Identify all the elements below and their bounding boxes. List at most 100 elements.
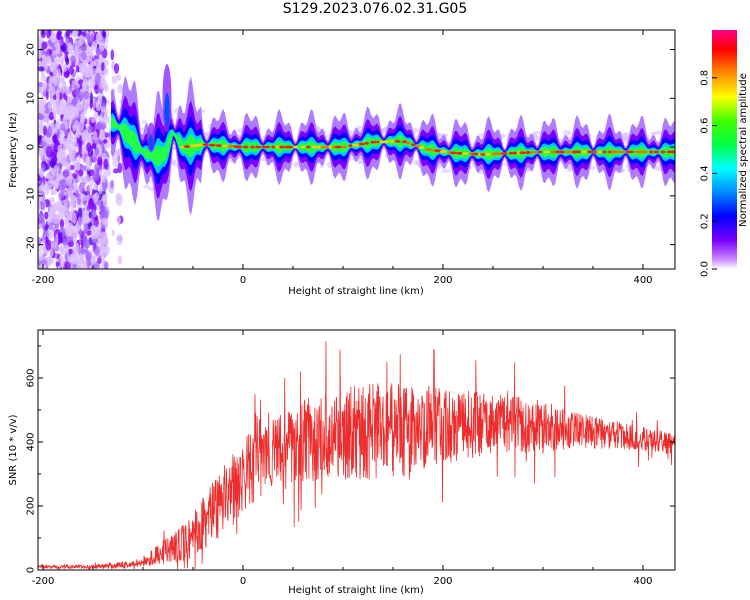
noise-blob bbox=[38, 133, 42, 143]
noise-blob bbox=[94, 245, 100, 256]
spectrogram-y-axis-label: Frequency (Hz) bbox=[8, 112, 19, 188]
y-tick-label: 400 bbox=[26, 432, 37, 451]
noise-blob bbox=[103, 158, 109, 170]
x-tick-label: 200 bbox=[433, 275, 452, 286]
noise-blob bbox=[81, 82, 88, 94]
noise-blob bbox=[45, 146, 53, 158]
x-tick-label: 400 bbox=[633, 576, 652, 587]
noise-blob bbox=[44, 51, 50, 57]
noise-blob bbox=[67, 42, 73, 54]
ridge-peak bbox=[250, 145, 255, 149]
noise-blob bbox=[43, 125, 47, 136]
colorbar-tick-label: 0.2 bbox=[700, 213, 711, 229]
noise-blob bbox=[89, 92, 93, 105]
halo-blob bbox=[562, 130, 572, 136]
noise-blob bbox=[47, 125, 53, 138]
noise-blob bbox=[61, 86, 66, 94]
snr-frame bbox=[37, 329, 676, 571]
noise-blob bbox=[96, 199, 102, 206]
ridge-peak bbox=[198, 143, 204, 147]
figure-title: S129.2023.076.02.31.G05 bbox=[282, 1, 468, 17]
noise-blob bbox=[65, 30, 70, 39]
noise-blob bbox=[92, 142, 96, 149]
noise-blob bbox=[53, 178, 59, 189]
noise-blob bbox=[45, 236, 49, 244]
noise-blob bbox=[68, 116, 72, 125]
noise-blob bbox=[78, 120, 84, 132]
noise-blob bbox=[75, 161, 81, 172]
noise-blob bbox=[39, 113, 44, 120]
ridge-peak bbox=[378, 140, 386, 144]
noise-blob bbox=[110, 179, 114, 189]
ridge-peak bbox=[439, 150, 447, 153]
x-tick-label: 400 bbox=[633, 275, 652, 286]
noise-blob bbox=[64, 220, 70, 231]
noise-blob bbox=[93, 183, 98, 191]
noise-blob bbox=[49, 196, 55, 203]
colorbar-label: Normalized spectral amplitude bbox=[738, 73, 749, 227]
ridge-peak bbox=[484, 152, 492, 156]
noise-blob bbox=[78, 217, 83, 226]
noise-blob bbox=[38, 202, 42, 211]
noise-blob bbox=[59, 243, 65, 255]
noise-blob bbox=[81, 260, 87, 269]
noise-blob bbox=[92, 130, 98, 142]
flare-core bbox=[164, 92, 170, 127]
noise-blob bbox=[84, 71, 89, 78]
ridge-peak bbox=[271, 145, 276, 149]
noise-blob bbox=[56, 92, 60, 101]
noise-blob bbox=[89, 80, 96, 89]
ridge-peak bbox=[351, 143, 360, 147]
x-tick-label: -200 bbox=[32, 275, 55, 286]
ridge-peak bbox=[586, 150, 594, 154]
ridge-peak bbox=[242, 145, 249, 149]
x-tick-label: 0 bbox=[240, 576, 246, 587]
noise-blob bbox=[79, 248, 87, 255]
ridge-peak bbox=[618, 150, 626, 154]
noise-blob bbox=[65, 70, 70, 76]
noise-blob bbox=[55, 261, 60, 268]
ridge-peak bbox=[265, 145, 271, 149]
snr-plot-area bbox=[38, 341, 675, 570]
noise-blob bbox=[78, 62, 86, 73]
noise-blob bbox=[68, 239, 75, 248]
noise-blob bbox=[84, 239, 91, 249]
ridge-peak bbox=[183, 145, 191, 148]
noise-blob bbox=[48, 221, 53, 230]
noise-blob bbox=[110, 49, 115, 61]
y-tick-label: 0 bbox=[26, 567, 37, 573]
noise-blob bbox=[93, 217, 99, 229]
noise-blob bbox=[48, 85, 56, 97]
noise-blob bbox=[67, 185, 74, 198]
noise-blob bbox=[104, 59, 109, 66]
halo-blob bbox=[441, 168, 451, 173]
noise-blob bbox=[53, 133, 57, 145]
ridge-peak bbox=[639, 150, 644, 154]
noise-blob bbox=[88, 135, 94, 142]
ridge-peak bbox=[389, 140, 396, 143]
noise-blob bbox=[95, 72, 101, 85]
ridge-peak bbox=[602, 150, 607, 154]
ridge-peak bbox=[628, 150, 634, 154]
colorbar-tick-label: 0.8 bbox=[700, 70, 711, 86]
noise-blob bbox=[102, 31, 107, 39]
ridge-peak bbox=[580, 150, 589, 154]
noise-blob bbox=[72, 144, 77, 154]
colorbar-tick-label: 0.4 bbox=[700, 165, 711, 181]
noise-blob bbox=[74, 249, 78, 258]
noise-blob bbox=[92, 238, 98, 244]
noise-blob bbox=[38, 145, 44, 157]
y-tick-label: 20 bbox=[26, 43, 37, 56]
noise-blob bbox=[82, 90, 90, 100]
noise-blob bbox=[86, 142, 92, 153]
ridge-peak bbox=[536, 150, 543, 154]
noise-blob bbox=[38, 130, 42, 136]
ridge-peak bbox=[660, 150, 666, 154]
noise-blob bbox=[80, 239, 84, 250]
noise-blob bbox=[38, 244, 43, 253]
noise-blob bbox=[104, 261, 109, 269]
ridge-peak bbox=[550, 150, 556, 154]
noise-blob bbox=[46, 172, 50, 179]
spectrogram-axes: -200 0 200 400 -20 -10 0 10 20 bbox=[26, 30, 675, 286]
noise-blob bbox=[98, 222, 102, 231]
